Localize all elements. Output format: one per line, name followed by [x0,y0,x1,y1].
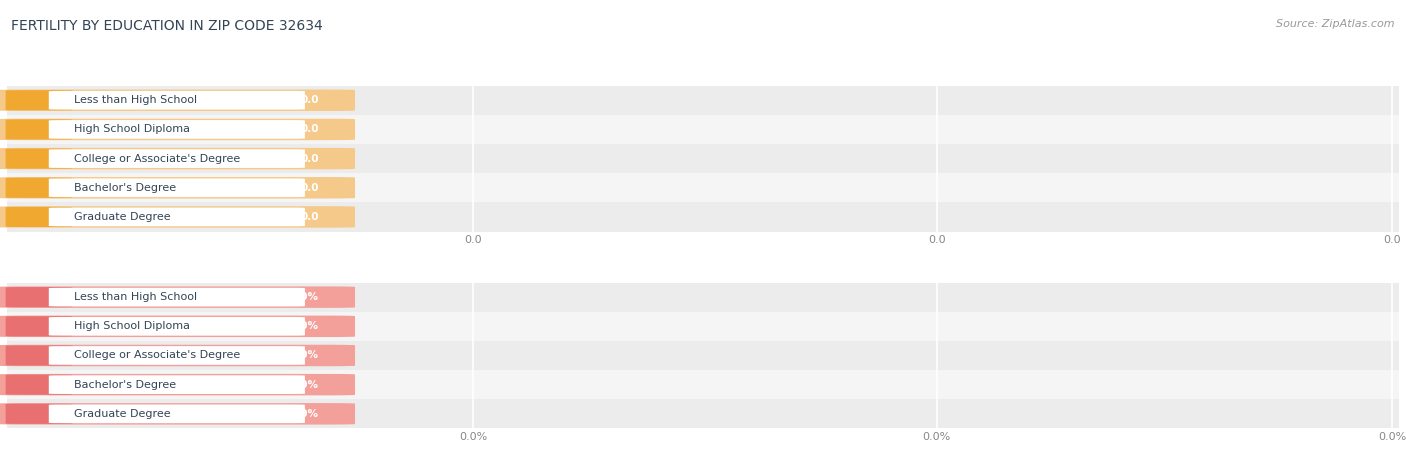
Text: Bachelor's Degree: Bachelor's Degree [75,183,176,193]
Text: College or Associate's Degree: College or Associate's Degree [75,154,240,164]
Text: 0.0: 0.0 [301,154,319,164]
FancyBboxPatch shape [49,375,305,394]
Text: 0.0%: 0.0% [290,409,319,419]
Text: 0.0: 0.0 [301,212,319,222]
Text: 0.0%: 0.0% [1378,432,1406,442]
FancyBboxPatch shape [49,149,305,168]
FancyBboxPatch shape [0,119,354,140]
FancyBboxPatch shape [6,287,73,307]
Bar [7,370,1399,399]
Text: 0.0: 0.0 [301,183,319,193]
Bar [7,283,1399,312]
FancyBboxPatch shape [49,317,305,336]
Text: High School Diploma: High School Diploma [75,321,190,331]
Bar [7,202,1399,231]
FancyBboxPatch shape [49,346,305,365]
Text: 0.0: 0.0 [301,124,319,134]
FancyBboxPatch shape [6,207,73,227]
FancyBboxPatch shape [0,206,354,228]
Text: Source: ZipAtlas.com: Source: ZipAtlas.com [1277,19,1395,29]
FancyBboxPatch shape [0,89,354,111]
FancyBboxPatch shape [0,148,354,169]
Text: 0.0%: 0.0% [290,292,319,302]
Text: High School Diploma: High School Diploma [75,124,190,134]
FancyBboxPatch shape [6,119,73,139]
Bar [7,115,1399,144]
FancyBboxPatch shape [49,178,305,197]
FancyBboxPatch shape [6,316,73,337]
FancyBboxPatch shape [0,374,354,396]
Text: 0.0%: 0.0% [460,432,488,442]
Text: 0.0: 0.0 [464,235,482,245]
FancyBboxPatch shape [6,178,73,198]
Text: 0.0: 0.0 [1384,235,1400,245]
Text: College or Associate's Degree: College or Associate's Degree [75,350,240,360]
FancyBboxPatch shape [6,404,73,424]
Text: 0.0%: 0.0% [290,321,319,331]
FancyBboxPatch shape [0,177,354,198]
Text: Graduate Degree: Graduate Degree [75,409,170,419]
FancyBboxPatch shape [49,405,305,423]
FancyBboxPatch shape [49,91,305,109]
FancyBboxPatch shape [0,345,354,366]
Bar [7,86,1399,115]
Text: Graduate Degree: Graduate Degree [75,212,170,222]
FancyBboxPatch shape [6,346,73,366]
Text: FERTILITY BY EDUCATION IN ZIP CODE 32634: FERTILITY BY EDUCATION IN ZIP CODE 32634 [11,19,323,33]
FancyBboxPatch shape [49,208,305,226]
Text: 0.0%: 0.0% [290,350,319,360]
Bar [7,341,1399,370]
Text: Bachelor's Degree: Bachelor's Degree [75,380,176,390]
Text: 0.0: 0.0 [928,235,946,245]
FancyBboxPatch shape [6,149,73,169]
FancyBboxPatch shape [0,316,354,337]
FancyBboxPatch shape [0,403,354,425]
Bar [7,173,1399,202]
Bar [7,399,1399,428]
Bar [7,312,1399,341]
Text: 0.0: 0.0 [301,95,319,105]
Text: Less than High School: Less than High School [75,95,197,105]
Bar [7,144,1399,173]
FancyBboxPatch shape [49,120,305,139]
Text: 0.0%: 0.0% [290,380,319,390]
FancyBboxPatch shape [6,90,73,110]
FancyBboxPatch shape [6,375,73,395]
FancyBboxPatch shape [49,288,305,307]
Text: 0.0%: 0.0% [922,432,950,442]
FancyBboxPatch shape [0,287,354,308]
Text: Less than High School: Less than High School [75,292,197,302]
